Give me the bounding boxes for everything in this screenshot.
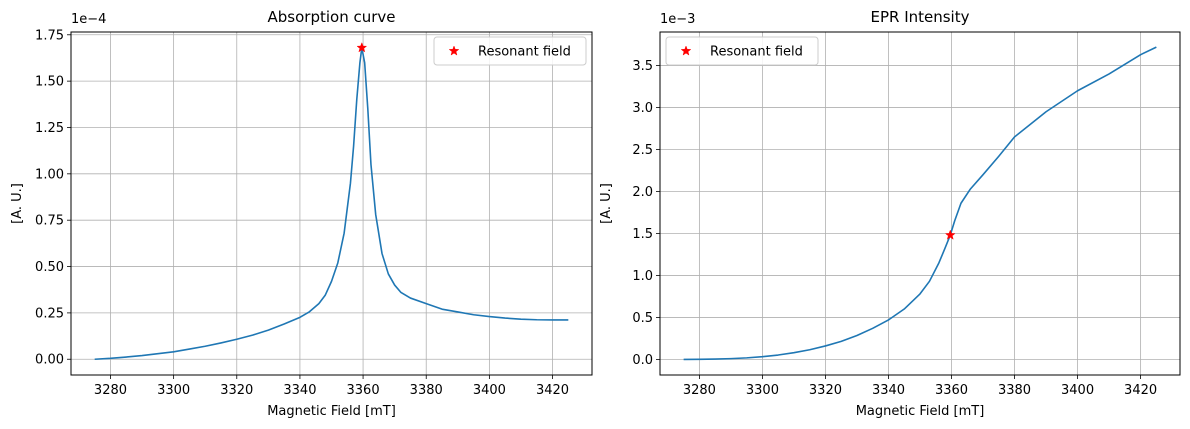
y-tick-label: 0.5 bbox=[632, 311, 653, 326]
resonant-field-marker bbox=[944, 229, 956, 240]
x-tick-label: 3400 bbox=[1061, 383, 1094, 398]
series-line bbox=[683, 46, 1157, 361]
resonant-field-marker bbox=[356, 42, 368, 53]
x-tick-label: 3380 bbox=[410, 383, 443, 398]
chart-title: Absorption curve bbox=[268, 8, 396, 26]
x-tick-label: 3300 bbox=[157, 383, 190, 398]
x-tick-label: 3340 bbox=[872, 383, 905, 398]
x-tick-label: 3400 bbox=[473, 383, 506, 398]
x-tick-label: 3360 bbox=[935, 383, 968, 398]
legend-label: Resonant field bbox=[710, 45, 803, 60]
x-axis-label: Magnetic Field [mT] bbox=[267, 404, 396, 419]
y-tick-label: 1.0 bbox=[632, 269, 653, 284]
y-tick-label: 1.00 bbox=[35, 167, 64, 182]
legend-marker bbox=[448, 45, 460, 56]
legend: Resonant field bbox=[665, 36, 819, 66]
x-tick-label: 3300 bbox=[746, 383, 779, 398]
axis-offset-label: 1e−4 bbox=[71, 12, 106, 27]
y-tick-label: 3.5 bbox=[632, 59, 653, 74]
y-tick-label: 0.25 bbox=[35, 306, 64, 321]
x-tick-label: 3420 bbox=[536, 383, 569, 398]
y-tick-label: 0.50 bbox=[35, 260, 64, 275]
x-tick-label: 3360 bbox=[347, 383, 380, 398]
legend-box bbox=[433, 36, 587, 66]
y-tick-label: 1.5 bbox=[632, 227, 653, 242]
y-tick-label: 1.50 bbox=[35, 75, 64, 90]
legend-label: Resonant field bbox=[478, 45, 571, 60]
legend-marker bbox=[680, 45, 692, 56]
y-tick-label: 0.00 bbox=[35, 353, 64, 368]
y-tick-label: 0.0 bbox=[632, 353, 653, 368]
x-tick-label: 3280 bbox=[94, 383, 127, 398]
x-tick-label: 3380 bbox=[998, 383, 1031, 398]
x-tick-label: 3420 bbox=[1124, 383, 1157, 398]
chart-1: 3280 3300 3320 3340 3360 3380 3400 3420 0.00 0.25… bbox=[10, 8, 593, 419]
chart-2: 3280 3300 3320 3340 3360 3380 3400 3420 0.0 0.5 1.… bbox=[599, 8, 1181, 419]
x-axis-label: Magnetic Field [mT] bbox=[856, 404, 985, 419]
axes-frame bbox=[659, 31, 1181, 376]
x-tick-label: 3280 bbox=[683, 383, 716, 398]
y-tick-label: 2.0 bbox=[632, 185, 653, 200]
axis-offset-label: 1e−3 bbox=[660, 12, 695, 27]
y-tick-label: 0.75 bbox=[35, 214, 64, 229]
x-tick-label: 3320 bbox=[220, 383, 253, 398]
y-axis-label: [A. U.] bbox=[10, 183, 25, 224]
y-tick-label: 1.25 bbox=[35, 121, 64, 136]
axes-frame bbox=[70, 31, 593, 376]
y-tick-label: 2.5 bbox=[632, 143, 653, 158]
x-tick-label: 3340 bbox=[283, 383, 316, 398]
legend-box bbox=[665, 36, 819, 66]
legend: Resonant field bbox=[433, 36, 587, 66]
series-line bbox=[94, 46, 569, 361]
chart-title: EPR Intensity bbox=[870, 8, 969, 26]
y-tick-label: 1.75 bbox=[35, 28, 64, 43]
y-tick-label: 3.0 bbox=[632, 101, 653, 116]
y-axis-label: [A. U.] bbox=[599, 183, 614, 224]
x-tick-label: 3320 bbox=[809, 383, 842, 398]
